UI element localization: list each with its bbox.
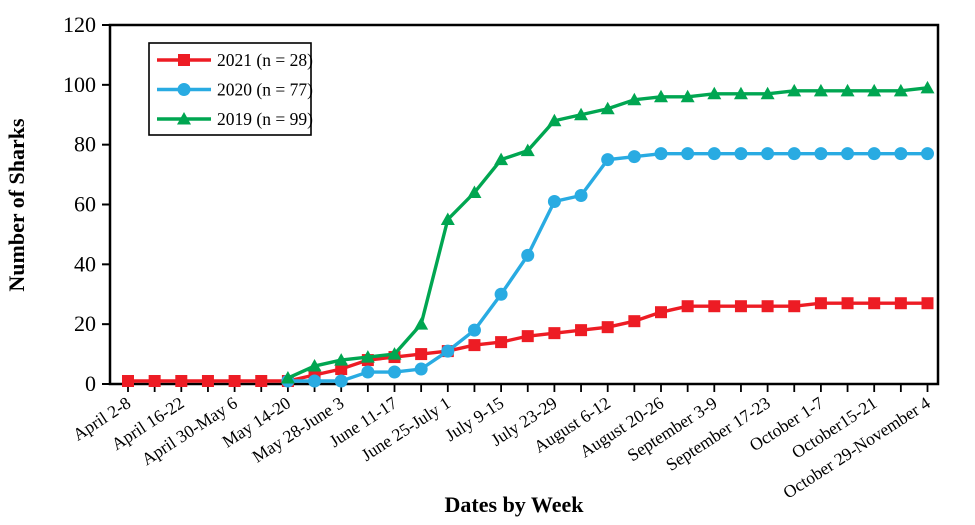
data-point-2021 — [255, 375, 268, 388]
data-point-2019 — [360, 350, 375, 363]
data-point-2020 — [814, 147, 828, 161]
y-tick-label: 120 — [63, 12, 96, 37]
data-point-2021 — [601, 321, 614, 334]
data-point-2021 — [921, 297, 934, 310]
data-point-2020 — [787, 147, 801, 161]
data-point-2019 — [334, 353, 349, 366]
data-point-2020 — [761, 147, 775, 161]
data-point-2021 — [734, 300, 747, 313]
data-point-2021 — [708, 300, 721, 313]
data-point-2019 — [547, 113, 562, 127]
data-point-2021 — [228, 375, 241, 388]
data-point-2019 — [627, 92, 642, 106]
data-point-2019 — [307, 359, 322, 372]
data-point-2020 — [921, 147, 934, 161]
data-point-2021 — [415, 348, 428, 361]
legend-marker-2020 — [177, 83, 191, 96]
data-point-2021 — [122, 375, 134, 388]
data-point-2019 — [280, 371, 295, 384]
data-point-2019 — [867, 83, 882, 97]
data-point-2020 — [467, 323, 481, 337]
data-point-2020 — [388, 365, 401, 379]
data-point-2020 — [308, 374, 322, 388]
y-tick-label: 100 — [63, 72, 96, 97]
data-point-2021 — [148, 375, 161, 388]
data-point-2021 — [175, 375, 188, 388]
data-point-2019 — [600, 101, 615, 115]
data-point-2019 — [574, 107, 589, 121]
data-point-2021 — [788, 300, 801, 313]
data-point-2019 — [494, 152, 509, 166]
data-point-2019 — [760, 86, 775, 100]
data-point-2019 — [414, 317, 429, 330]
y-tick-label: 60 — [74, 192, 96, 217]
y-tick-label: 0 — [85, 371, 96, 396]
data-point-2019 — [733, 86, 748, 100]
data-point-2020 — [894, 147, 908, 161]
y-tick-label: 40 — [74, 251, 96, 276]
data-point-2020 — [414, 362, 428, 376]
data-point-2020 — [361, 365, 375, 379]
data-point-2021 — [628, 315, 641, 328]
data-point-2020 — [574, 189, 588, 203]
data-point-2019 — [654, 89, 668, 103]
y-tick-label: 20 — [74, 311, 96, 336]
data-point-2019 — [680, 89, 695, 103]
data-point-2021 — [468, 339, 481, 352]
data-point-2020 — [494, 287, 508, 301]
data-point-2019 — [440, 212, 455, 225]
data-point-2021 — [894, 297, 907, 310]
data-point-2019 — [920, 80, 935, 94]
legend-label-2019: 2019 (n = 99) — [217, 109, 313, 129]
legend-label-2020: 2020 (n = 77) — [217, 80, 313, 100]
legend-label-2021: 2021 (n = 28) — [217, 50, 313, 70]
data-point-2021 — [575, 324, 588, 337]
data-point-2020 — [841, 147, 855, 161]
y-tick-label: 80 — [74, 132, 96, 157]
data-point-2021 — [548, 327, 561, 340]
series-line-2020 — [287, 151, 928, 383]
data-point-2020 — [707, 147, 721, 161]
data-point-2021 — [841, 297, 854, 310]
data-point-2020 — [681, 147, 695, 161]
data-point-2019 — [813, 83, 828, 97]
data-point-2021 — [655, 306, 667, 319]
data-point-2019 — [520, 143, 535, 157]
data-point-2021 — [814, 297, 827, 310]
data-point-2021 — [335, 363, 348, 376]
data-point-2021 — [868, 297, 881, 310]
legend-marker-2021 — [178, 54, 190, 66]
data-point-2021 — [495, 336, 508, 349]
data-point-2020 — [521, 248, 535, 262]
data-point-2020 — [654, 147, 668, 161]
y-axis-title: Number of Sharks — [4, 118, 29, 292]
data-point-2021 — [521, 330, 534, 343]
legend-marker-2019 — [177, 112, 191, 125]
data-point-2019 — [893, 83, 908, 97]
data-point-2019 — [840, 83, 855, 97]
data-point-2020 — [601, 153, 615, 167]
data-point-2019 — [787, 83, 802, 97]
x-axis-title: Dates by Week — [445, 492, 585, 517]
series-line-2019 — [287, 86, 928, 380]
data-point-2021 — [201, 375, 214, 388]
data-point-2020 — [867, 147, 881, 161]
data-point-2019 — [707, 86, 722, 100]
data-point-2020 — [627, 150, 641, 164]
data-point-2019 — [467, 185, 482, 199]
data-point-2019 — [387, 347, 402, 360]
data-point-2020 — [334, 374, 348, 388]
data-point-2020 — [547, 195, 561, 209]
data-point-2021 — [681, 300, 694, 313]
data-point-2020 — [734, 147, 748, 161]
data-point-2020 — [441, 344, 455, 358]
data-point-2021 — [761, 300, 774, 313]
